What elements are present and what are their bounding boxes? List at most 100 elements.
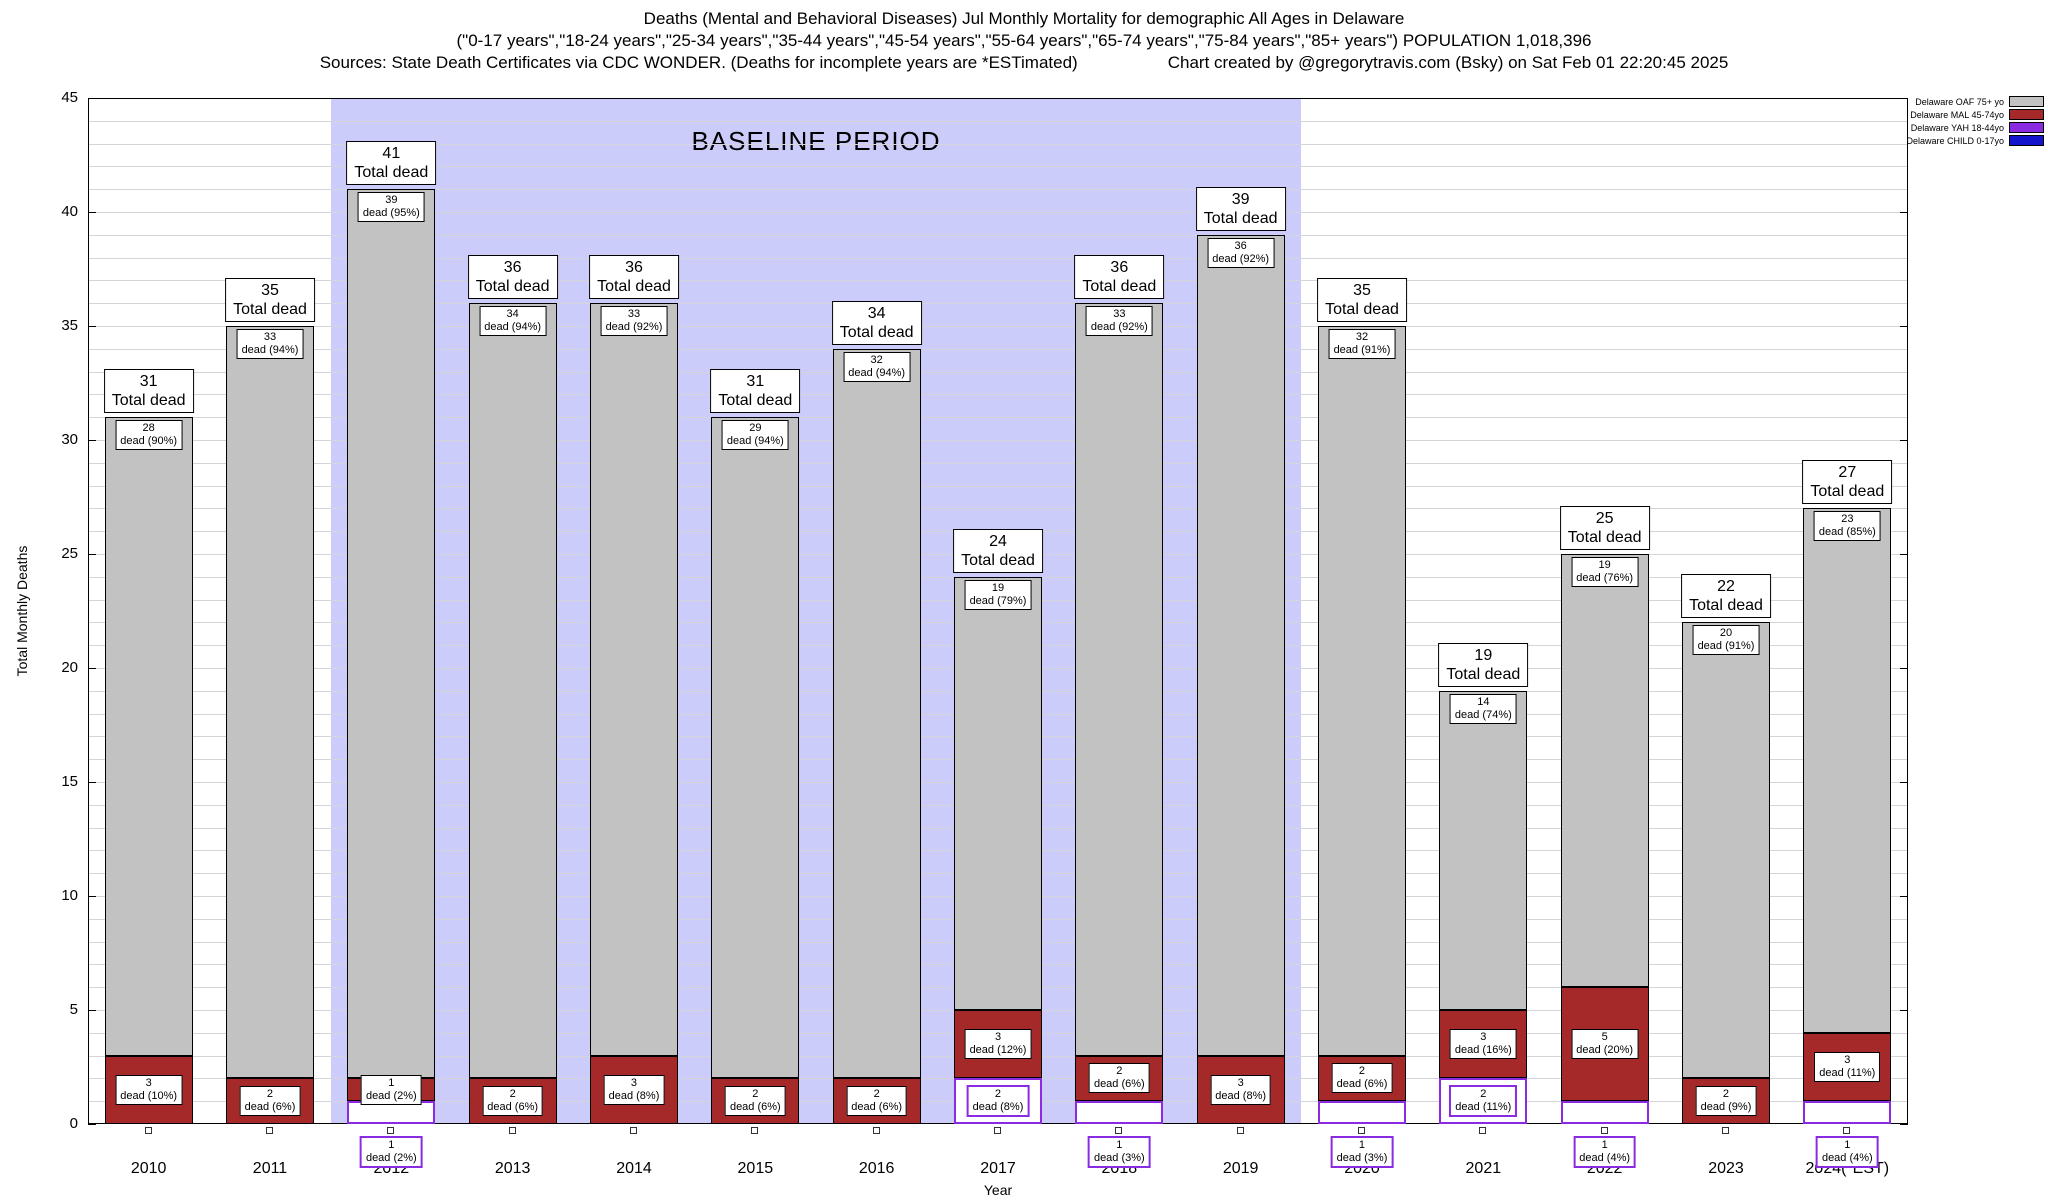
mal-segment-label: 3 dead (8%) <box>1210 1074 1272 1105</box>
bar-segment-oaf <box>832 348 921 1079</box>
mal-segment-label: 5 dead (20%) <box>1571 1029 1639 1060</box>
y-axis-tick-label: 25 <box>61 545 78 562</box>
gridline <box>88 257 1908 259</box>
y-axis-tick <box>88 98 96 99</box>
gridline <box>88 189 1908 191</box>
y-axis-tick <box>88 212 96 213</box>
legend-label-yah: Delaware YAH 18-44yo <box>1910 122 2004 133</box>
bar-segment-oaf <box>1439 690 1528 1010</box>
total-dead-label: 36 Total dead <box>467 255 558 300</box>
y-axis-tick <box>88 440 96 441</box>
y-axis-tick-right <box>1900 554 1908 555</box>
bar-segment-oaf <box>226 326 314 1079</box>
y-axis-tick-right <box>1900 668 1908 669</box>
y-axis-tick <box>88 896 96 897</box>
mal-segment-label: 2 dead (6%) <box>724 1086 786 1117</box>
legend-label-mal: Delaware MAL 45-74yo <box>1910 109 2004 120</box>
gridline <box>88 508 1908 510</box>
mal-segment-label: 2 dead (6%) <box>239 1086 301 1117</box>
total-dead-label: 27 Total dead <box>1802 460 1893 505</box>
legend-label-oaf: Delaware OAF 75+ yo <box>1915 96 2004 107</box>
chart-sources-note: Sources: State Death Certificates via CD… <box>319 53 1078 72</box>
chart-title: Deaths (Mental and Behavioral Diseases) … <box>643 9 1405 28</box>
mal-segment-label: 1 dead (2%) <box>360 1074 422 1105</box>
yah-segment-label: 2 dead (11%) <box>1449 1085 1518 1118</box>
legend-swatch-yah <box>2009 122 2044 133</box>
chart-source-line: Sources: State Death Certificates via CD… <box>0 52 2048 74</box>
bar-segment-oaf <box>468 303 557 1079</box>
y-axis-tick-label: 30 <box>61 431 78 448</box>
total-dead-label: 22 Total dead <box>1681 574 1771 619</box>
x-axis-year-label: 2017 <box>980 1160 1016 1177</box>
total-dead-label: 41 Total dead <box>346 141 437 186</box>
y-axis-tick <box>88 668 96 669</box>
bar-segment-oaf <box>954 576 1042 1010</box>
oaf-segment-label: 33 dead (92%) <box>600 306 668 337</box>
mal-segment-label: 2 dead (6%) <box>482 1086 544 1117</box>
legend-item-yah: Delaware YAH 18-44yo <box>1911 122 2044 133</box>
x-axis-year-label: 2023 <box>1708 1160 1744 1177</box>
mal-segment-label: 2 dead (6%) <box>846 1086 908 1117</box>
y-axis-tick-right <box>1900 1010 1908 1011</box>
bar-segment-yah <box>1803 1101 1892 1124</box>
bar-segment-yah <box>1318 1101 1406 1124</box>
yah-segment-label-below-axis: 1 dead (4%) <box>1815 1136 1879 1168</box>
gridline <box>88 462 1908 464</box>
child-zero-marker <box>994 1127 1001 1134</box>
legend-swatch-oaf <box>2009 96 2044 107</box>
yah-segment-label-below-axis: 1 dead (3%) <box>1330 1136 1394 1168</box>
bar-segment-yah <box>1075 1101 1164 1124</box>
yah-segment-label-below-axis: 1 dead (2%) <box>359 1136 423 1168</box>
oaf-segment-label: 23 dead (85%) <box>1813 511 1881 542</box>
chart-legend: Delaware OAF 75+ yo Delaware MAL 45-74yo… <box>1906 96 2044 146</box>
bar-segment-oaf <box>1560 554 1649 988</box>
y-axis-tick <box>88 554 96 555</box>
yah-segment-label-below-axis: 1 dead (3%) <box>1087 1136 1151 1168</box>
y-axis-tick-right <box>1900 440 1908 441</box>
bar-segment-oaf <box>1318 326 1406 1056</box>
y-axis-tick-right <box>1900 782 1908 783</box>
child-zero-marker <box>872 1127 880 1134</box>
oaf-segment-label: 36 dead (92%) <box>1207 237 1275 268</box>
mal-segment-label: 3 dead (10%) <box>115 1074 183 1105</box>
child-zero-marker <box>1236 1127 1244 1134</box>
total-dead-label: 36 Total dead <box>589 255 679 300</box>
mal-segment-label: 3 dead (11%) <box>1814 1052 1881 1082</box>
x-axis-year-label: 2015 <box>737 1160 774 1177</box>
legend-item-child: Delaware CHILD 0-17yo <box>1906 135 2044 146</box>
mal-segment-label: 3 dead (16%) <box>1449 1029 1517 1060</box>
bar-segment-oaf <box>347 189 436 1079</box>
gridline <box>88 234 1908 236</box>
mal-segment-label: 3 dead (12%) <box>964 1029 1032 1060</box>
oaf-segment-label: 34 dead (94%) <box>479 306 547 337</box>
total-dead-label: 34 Total dead <box>831 300 922 345</box>
total-dead-label: 19 Total dead <box>1438 642 1529 687</box>
y-axis-tick-right <box>1900 326 1908 327</box>
gridline <box>88 120 1908 122</box>
child-zero-marker <box>1843 1127 1851 1134</box>
child-zero-marker <box>1115 1127 1123 1134</box>
child-zero-marker <box>1722 1127 1729 1134</box>
bar-segment-oaf <box>1196 234 1285 1056</box>
y-axis-tick <box>88 1124 96 1125</box>
gridline <box>88 485 1908 487</box>
gridline <box>88 440 1908 441</box>
gridline <box>88 280 1908 282</box>
y-axis-title: Total Monthly Deaths <box>14 545 30 677</box>
y-axis-tick <box>88 1010 96 1011</box>
oaf-segment-label: 19 dead (76%) <box>1571 557 1639 587</box>
bar-segment-yah <box>1560 1101 1649 1124</box>
child-zero-marker <box>1479 1127 1487 1134</box>
y-axis-tick-label: 20 <box>61 659 78 676</box>
mal-segment-label: 3 dead (8%) <box>603 1074 665 1105</box>
legend-swatch-mal <box>2009 109 2044 120</box>
bar-segment-oaf <box>104 417 193 1056</box>
gridline <box>88 371 1908 373</box>
bar-segment-oaf <box>711 417 800 1079</box>
y-axis-tick-label: 0 <box>69 1115 78 1132</box>
y-axis-tick-label: 15 <box>61 773 78 790</box>
total-dead-label: 24 Total dead <box>953 528 1043 573</box>
gridline <box>88 212 1908 213</box>
total-dead-label: 35 Total dead <box>1317 278 1407 322</box>
